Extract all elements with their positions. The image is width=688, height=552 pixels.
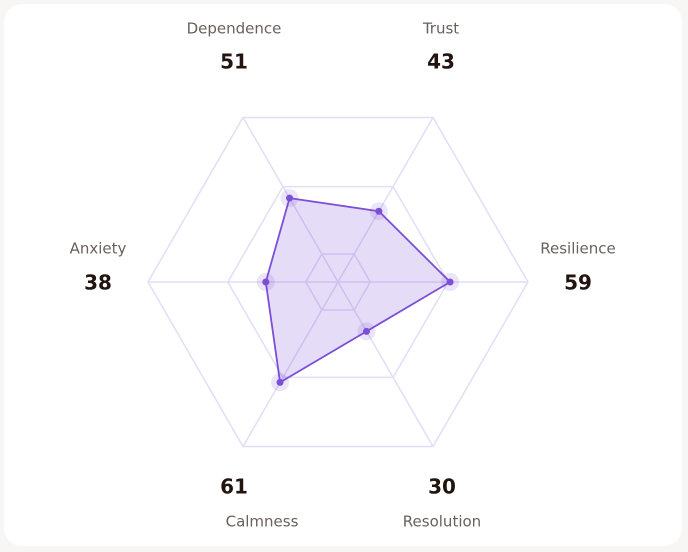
point: [286, 194, 294, 202]
card: [4, 4, 682, 546]
radar-area: [264, 197, 452, 384]
value-label: 38: [84, 271, 112, 295]
point: [375, 207, 383, 215]
axis-label: Resolution: [403, 513, 481, 531]
axis-spoke: [337, 117, 434, 283]
axis-label: Anxiety: [70, 240, 127, 258]
value-label: 30: [428, 475, 456, 499]
value-label: 43: [427, 50, 455, 74]
axis-label: Dependence: [187, 20, 282, 38]
point: [446, 278, 454, 286]
axis-spoke: [337, 281, 434, 447]
value-label: 59: [564, 271, 592, 295]
value-label: 61: [220, 475, 248, 499]
point: [262, 278, 270, 286]
point: [363, 327, 370, 335]
point: [276, 378, 284, 386]
axis-label: Calmness: [226, 513, 299, 531]
value-label: 51: [220, 50, 248, 74]
axis-label: Resilience: [540, 240, 616, 258]
axis-label: Trust: [422, 20, 459, 38]
axis-spoke: [242, 281, 339, 447]
